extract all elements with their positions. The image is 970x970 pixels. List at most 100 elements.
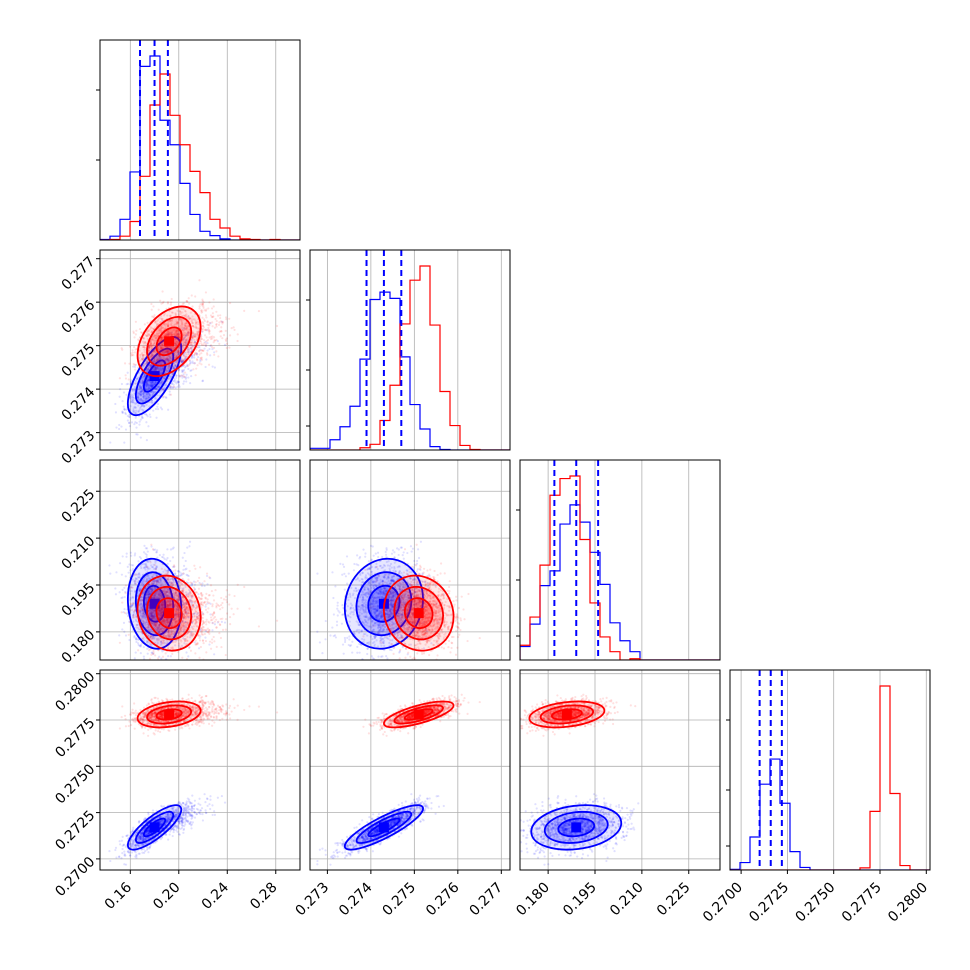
- scatter-point: [172, 367, 176, 370]
- scatter-point: [205, 352, 209, 355]
- scatter-point: [147, 333, 151, 336]
- scatter-point: [167, 368, 170, 371]
- scatter-point: [131, 394, 135, 397]
- scatter-point: [155, 551, 158, 554]
- scatter-point: [123, 607, 126, 611]
- scatter-point: [236, 339, 239, 343]
- scatter-point: [155, 367, 158, 371]
- scatter-point: [140, 415, 143, 418]
- scatter-point: [166, 351, 170, 354]
- scatter-point: [133, 365, 137, 369]
- scatter-point: [167, 357, 170, 360]
- scatter-point: [141, 404, 145, 407]
- scatter-point: [143, 353, 146, 356]
- scatter-point: [153, 358, 156, 361]
- scatter-point: [203, 309, 206, 312]
- scatter-point: [166, 359, 169, 362]
- scatter-point: [204, 343, 208, 346]
- scatter-point: [195, 352, 199, 355]
- scatter-point: [187, 376, 190, 379]
- scatter-point: [147, 425, 150, 428]
- scatter-point: [167, 331, 170, 334]
- scatter-point: [201, 299, 204, 303]
- scatter-point: [159, 356, 162, 360]
- scatter-point: [171, 386, 175, 390]
- scatter-point: [129, 352, 133, 355]
- scatter-point: [138, 383, 141, 387]
- scatter-point: [134, 348, 137, 351]
- scatter-point: [158, 553, 161, 557]
- scatter-point: [131, 396, 134, 399]
- scatter-point: [167, 334, 170, 337]
- scatter-point: [152, 384, 155, 387]
- scatter-point: [150, 381, 153, 384]
- scatter-point: [139, 355, 142, 358]
- scatter-point: [146, 380, 149, 383]
- scatter-point: [248, 607, 251, 610]
- scatter-point: [177, 350, 181, 353]
- scatter-point: [178, 385, 181, 388]
- scatter-point: [230, 327, 233, 330]
- scatter-point: [186, 329, 189, 332]
- scatter-point: [187, 655, 190, 658]
- scatter-point: [189, 369, 192, 372]
- scatter-point: [156, 323, 159, 326]
- scatter-point: [195, 358, 199, 361]
- scatter-point: [145, 381, 148, 384]
- scatter-point: [166, 333, 169, 336]
- scatter-point: [180, 572, 183, 575]
- scatter-point: [160, 336, 163, 339]
- scatter-point: [130, 393, 133, 396]
- scatter-point: [133, 351, 137, 354]
- scatter-point: [129, 395, 132, 398]
- scatter-point: [172, 379, 175, 382]
- scatter-point: [140, 404, 144, 408]
- scatter-point: [166, 351, 169, 354]
- scatter-point: [151, 336, 154, 339]
- scatter-point: [145, 335, 148, 338]
- scatter-point: [123, 595, 126, 599]
- scatter-point: [172, 362, 176, 365]
- scatter-point: [176, 350, 179, 353]
- scatter-point: [197, 596, 200, 599]
- scatter-point: [193, 353, 196, 356]
- scatter-point: [184, 344, 187, 347]
- scatter-point: [162, 314, 166, 317]
- scatter-point: [139, 386, 142, 389]
- scatter-point: [165, 361, 168, 364]
- scatter-point: [216, 340, 219, 343]
- scatter-point: [118, 388, 122, 391]
- scatter-point: [151, 381, 154, 384]
- scatter-point: [188, 540, 192, 543]
- scatter-point: [158, 329, 161, 333]
- scatter-point: [176, 349, 179, 353]
- scatter-point: [207, 330, 211, 333]
- scatter-point: [148, 381, 151, 384]
- scatter-point: [164, 382, 168, 385]
- scatter-point: [177, 369, 180, 372]
- scatter-point: [224, 628, 227, 631]
- scatter-point: [161, 367, 164, 370]
- scatter-point: [213, 339, 216, 342]
- scatter-point: [161, 343, 164, 347]
- scatter-point: [191, 336, 194, 340]
- scatter-point: [124, 592, 127, 595]
- scatter-point: [167, 365, 170, 368]
- scatter-point: [183, 336, 186, 339]
- scatter-point: [142, 409, 145, 412]
- scatter-point: [151, 385, 154, 388]
- scatter-point: [180, 359, 183, 362]
- scatter-point: [224, 316, 228, 319]
- scatter-point: [124, 634, 128, 637]
- scatter-point: [123, 408, 126, 411]
- scatter-point: [184, 341, 187, 344]
- scatter-point: [157, 318, 160, 321]
- scatter-point: [131, 389, 135, 392]
- scatter-point: [174, 351, 177, 354]
- scatter-point: [184, 351, 187, 354]
- scatter-point: [175, 374, 178, 377]
- scatter-point: [131, 389, 134, 392]
- scatter-point: [197, 355, 200, 359]
- scatter-point: [182, 302, 185, 305]
